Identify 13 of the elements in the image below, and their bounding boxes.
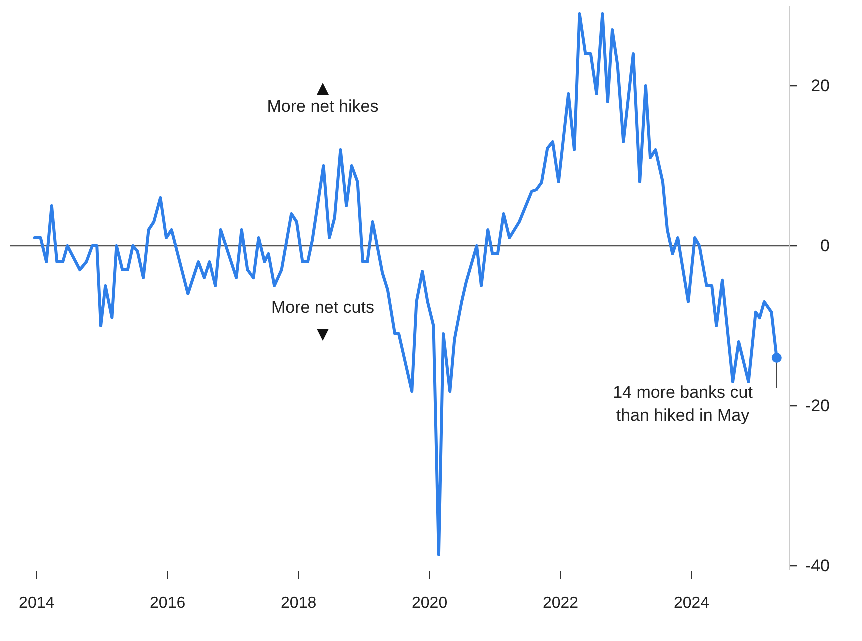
x-tick-label: 2020 <box>412 595 448 612</box>
x-tick-label: 2022 <box>542 595 579 612</box>
x-tick-label: 2014 <box>19 595 55 612</box>
y-tick-label: -20 <box>805 396 830 416</box>
y-tick-label: -40 <box>805 556 830 576</box>
x-tick-label: 2018 <box>281 595 317 612</box>
annotation: More net cuts <box>272 298 374 317</box>
x-tick-label: 2016 <box>150 595 186 612</box>
x-tick-label: 2024 <box>674 595 710 612</box>
y-tick-label: 0 <box>820 236 830 256</box>
annotation: 14 more banks cut than hiked in May <box>613 383 754 425</box>
y-tick-label: 20 <box>811 76 830 96</box>
annotation: More net hikes <box>267 97 379 116</box>
